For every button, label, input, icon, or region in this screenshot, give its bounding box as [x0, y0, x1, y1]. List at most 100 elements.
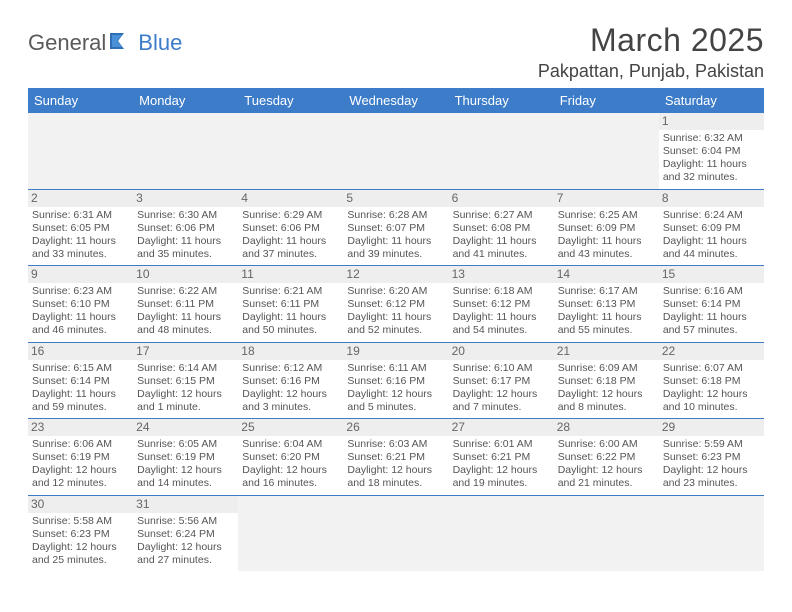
day-number: 19 [343, 343, 448, 360]
calendar-table: SundayMondayTuesdayWednesdayThursdayFrid… [28, 88, 764, 571]
calendar-day-cell: 15Sunrise: 6:16 AMSunset: 6:14 PMDayligh… [659, 266, 764, 343]
sunset-text: Sunset: 6:19 PM [32, 451, 129, 464]
day-number: 23 [28, 419, 133, 436]
sunrise-text: Sunrise: 6:27 AM [453, 209, 550, 222]
sunset-text: Sunset: 6:09 PM [663, 222, 760, 235]
sunrise-text: Sunrise: 6:30 AM [137, 209, 234, 222]
daylight-text: Daylight: 12 hours and 18 minutes. [347, 464, 444, 490]
day-number: 14 [554, 266, 659, 283]
sunset-text: Sunset: 6:12 PM [347, 298, 444, 311]
sunrise-text: Sunrise: 6:21 AM [242, 285, 339, 298]
sunset-text: Sunset: 6:14 PM [32, 375, 129, 388]
daylight-text: Daylight: 12 hours and 1 minute. [137, 388, 234, 414]
calendar-day-cell: 11Sunrise: 6:21 AMSunset: 6:11 PMDayligh… [238, 266, 343, 343]
day-number: 4 [238, 190, 343, 207]
daylight-text: Daylight: 12 hours and 21 minutes. [558, 464, 655, 490]
sunset-text: Sunset: 6:22 PM [558, 451, 655, 464]
sunrise-text: Sunrise: 6:22 AM [137, 285, 234, 298]
calendar-day-cell: 30Sunrise: 5:58 AMSunset: 6:23 PMDayligh… [28, 495, 133, 571]
sunset-text: Sunset: 6:09 PM [558, 222, 655, 235]
daylight-text: Daylight: 11 hours and 41 minutes. [453, 235, 550, 261]
sunrise-text: Sunrise: 6:14 AM [137, 362, 234, 375]
sunset-text: Sunset: 6:11 PM [137, 298, 234, 311]
daylight-text: Daylight: 12 hours and 14 minutes. [137, 464, 234, 490]
sunset-text: Sunset: 6:19 PM [137, 451, 234, 464]
calendar-day-cell: 3Sunrise: 6:30 AMSunset: 6:06 PMDaylight… [133, 189, 238, 266]
sunrise-text: Sunrise: 5:56 AM [137, 515, 234, 528]
weekday-header: Thursday [449, 88, 554, 113]
sunrise-text: Sunrise: 6:15 AM [32, 362, 129, 375]
weekday-header: Monday [133, 88, 238, 113]
daylight-text: Daylight: 11 hours and 48 minutes. [137, 311, 234, 337]
day-number: 2 [28, 190, 133, 207]
daylight-text: Daylight: 11 hours and 43 minutes. [558, 235, 655, 261]
day-number: 17 [133, 343, 238, 360]
calendar-empty-cell [238, 113, 343, 189]
daylight-text: Daylight: 11 hours and 55 minutes. [558, 311, 655, 337]
calendar-day-cell: 28Sunrise: 6:00 AMSunset: 6:22 PMDayligh… [554, 419, 659, 496]
day-number: 1 [659, 113, 764, 130]
sunset-text: Sunset: 6:05 PM [32, 222, 129, 235]
calendar-day-cell: 1Sunrise: 6:32 AMSunset: 6:04 PMDaylight… [659, 113, 764, 189]
sunset-text: Sunset: 6:07 PM [347, 222, 444, 235]
sunrise-text: Sunrise: 5:59 AM [663, 438, 760, 451]
sunrise-text: Sunrise: 6:10 AM [453, 362, 550, 375]
calendar-day-cell: 22Sunrise: 6:07 AMSunset: 6:18 PMDayligh… [659, 342, 764, 419]
sunset-text: Sunset: 6:14 PM [663, 298, 760, 311]
daylight-text: Daylight: 11 hours and 32 minutes. [663, 158, 760, 184]
sunset-text: Sunset: 6:04 PM [663, 145, 760, 158]
sunrise-text: Sunrise: 6:03 AM [347, 438, 444, 451]
sunrise-text: Sunrise: 6:12 AM [242, 362, 339, 375]
location-subtitle: Pakpattan, Punjab, Pakistan [538, 61, 764, 82]
sunrise-text: Sunrise: 6:00 AM [558, 438, 655, 451]
day-number: 27 [449, 419, 554, 436]
daylight-text: Daylight: 12 hours and 25 minutes. [32, 541, 129, 567]
calendar-day-cell: 13Sunrise: 6:18 AMSunset: 6:12 PMDayligh… [449, 266, 554, 343]
sunrise-text: Sunrise: 6:17 AM [558, 285, 655, 298]
daylight-text: Daylight: 12 hours and 23 minutes. [663, 464, 760, 490]
weekday-header: Sunday [28, 88, 133, 113]
calendar-day-cell: 26Sunrise: 6:03 AMSunset: 6:21 PMDayligh… [343, 419, 448, 496]
page-title: March 2025 [538, 22, 764, 59]
calendar-day-cell: 24 Sunrise: 6:05 AMSunset: 6:19 PMDayligh… [133, 419, 238, 496]
calendar-header-row: SundayMondayTuesdayWednesdayThursdayFrid… [28, 88, 764, 113]
calendar-day-cell: 6Sunrise: 6:27 AMSunset: 6:08 PMDaylight… [449, 189, 554, 266]
daylight-text: Daylight: 11 hours and 44 minutes. [663, 235, 760, 261]
daylight-text: Daylight: 12 hours and 3 minutes. [242, 388, 339, 414]
day-number: 22 [659, 343, 764, 360]
weekday-header: Wednesday [343, 88, 448, 113]
daylight-text: Daylight: 11 hours and 57 minutes. [663, 311, 760, 337]
calendar-week-row: 16Sunrise: 6:15 AMSunset: 6:14 PMDayligh… [28, 342, 764, 419]
day-number: 18 [238, 343, 343, 360]
daylight-text: Daylight: 11 hours and 33 minutes. [32, 235, 129, 261]
daylight-text: Daylight: 12 hours and 5 minutes. [347, 388, 444, 414]
brand-part2: Blue [138, 30, 182, 56]
sunrise-text: Sunrise: 6:24 AM [663, 209, 760, 222]
calendar-day-cell: 19Sunrise: 6:11 AMSunset: 6:16 PMDayligh… [343, 342, 448, 419]
sunrise-text: Sunrise: 6:16 AM [663, 285, 760, 298]
sunset-text: Sunset: 6:06 PM [242, 222, 339, 235]
sunset-text: Sunset: 6:08 PM [453, 222, 550, 235]
sunset-text: Sunset: 6:18 PM [558, 375, 655, 388]
daylight-text: Daylight: 12 hours and 8 minutes. [558, 388, 655, 414]
calendar-empty-cell [343, 495, 448, 571]
day-number: 21 [554, 343, 659, 360]
calendar-day-cell: 25Sunrise: 6:04 AMSunset: 6:20 PMDayligh… [238, 419, 343, 496]
flag-icon [110, 31, 136, 56]
daylight-text: Daylight: 11 hours and 50 minutes. [242, 311, 339, 337]
weekday-header: Saturday [659, 88, 764, 113]
brand-logo: General Blue [28, 30, 182, 56]
sunset-text: Sunset: 6:06 PM [137, 222, 234, 235]
sunset-text: Sunset: 6:16 PM [242, 375, 339, 388]
calendar-day-cell: 16Sunrise: 6:15 AMSunset: 6:14 PMDayligh… [28, 342, 133, 419]
calendar-empty-cell [659, 495, 764, 571]
day-number: 24 [133, 419, 238, 436]
sunrise-text: Sunrise: 6:05 AM [137, 438, 234, 451]
calendar-day-cell: 2Sunrise: 6:31 AMSunset: 6:05 PMDaylight… [28, 189, 133, 266]
calendar-day-cell: 29Sunrise: 5:59 AMSunset: 6:23 PMDayligh… [659, 419, 764, 496]
sunset-text: Sunset: 6:18 PM [663, 375, 760, 388]
day-number: 7 [554, 190, 659, 207]
daylight-text: Daylight: 11 hours and 37 minutes. [242, 235, 339, 261]
title-block: March 2025 Pakpattan, Punjab, Pakistan [538, 22, 764, 82]
sunrise-text: Sunrise: 6:20 AM [347, 285, 444, 298]
